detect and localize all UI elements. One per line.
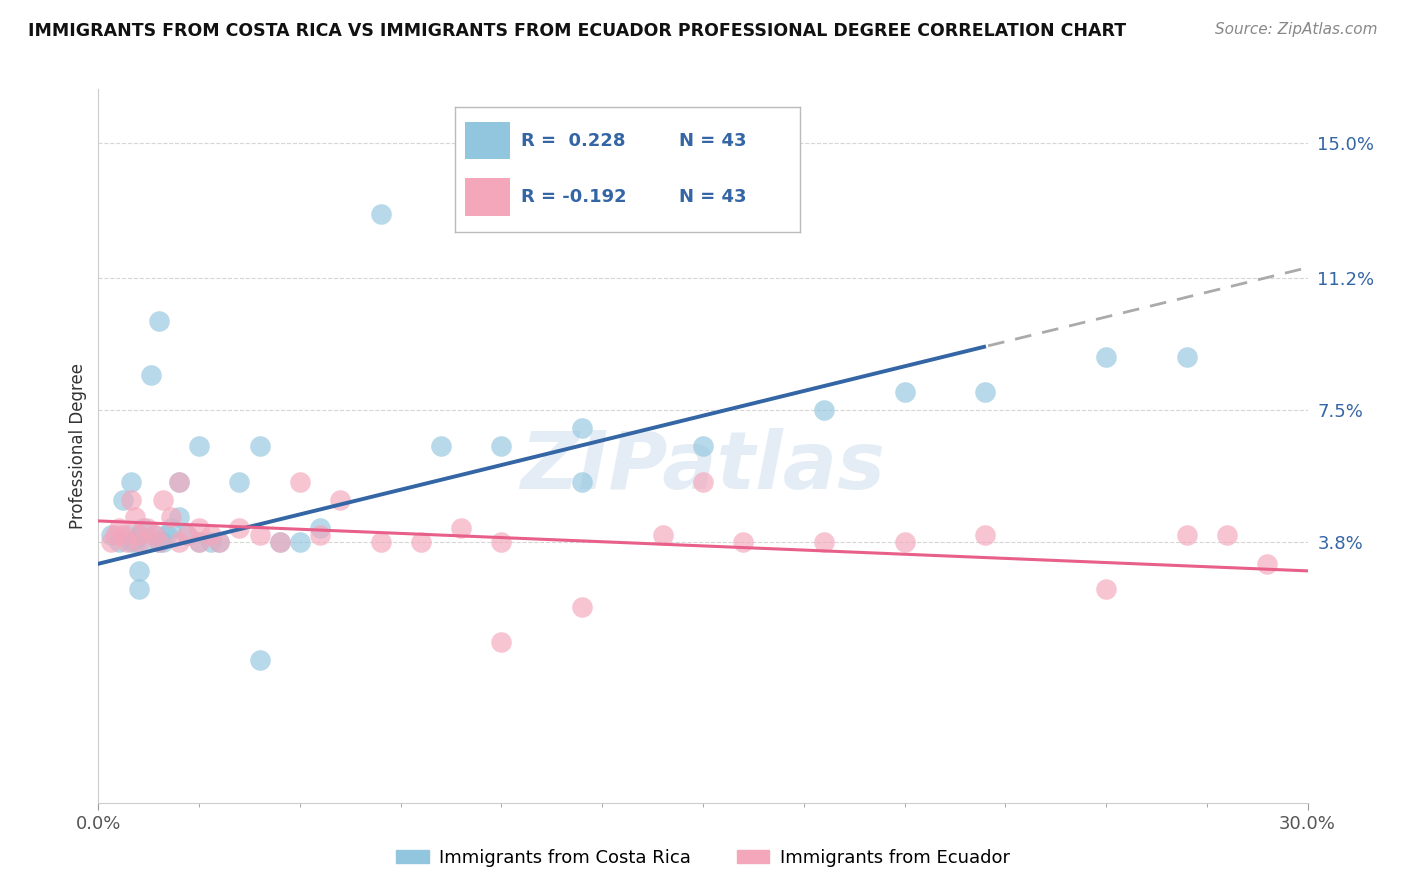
Point — [208, 535, 231, 549]
Point — [813, 535, 835, 549]
Point — [167, 510, 190, 524]
Point — [124, 510, 146, 524]
Point — [128, 528, 150, 542]
Point — [188, 535, 211, 549]
Point — [107, 521, 129, 535]
Point — [148, 535, 170, 549]
Point — [132, 521, 155, 535]
Point — [167, 475, 190, 489]
Point — [167, 535, 190, 549]
Point — [571, 475, 593, 489]
Point — [176, 528, 198, 542]
Point — [309, 521, 332, 535]
Point — [450, 521, 472, 535]
Point — [139, 368, 162, 382]
Y-axis label: Professional Degree: Professional Degree — [69, 363, 87, 529]
Point — [143, 528, 166, 542]
Point — [128, 528, 150, 542]
Point — [370, 535, 392, 549]
Point — [115, 535, 138, 549]
Point — [188, 521, 211, 535]
Point — [200, 535, 222, 549]
Point — [329, 492, 352, 507]
Point — [430, 439, 453, 453]
Point — [120, 535, 142, 549]
Point — [160, 521, 183, 535]
Point — [309, 528, 332, 542]
Point — [1256, 557, 1278, 571]
Point — [135, 535, 157, 549]
Point — [100, 535, 122, 549]
Point — [111, 492, 134, 507]
Point — [167, 475, 190, 489]
Point — [188, 439, 211, 453]
Legend: Immigrants from Costa Rica, Immigrants from Ecuador: Immigrants from Costa Rica, Immigrants f… — [389, 842, 1017, 874]
Point — [148, 535, 170, 549]
Point — [692, 439, 714, 453]
Point — [160, 510, 183, 524]
Point — [813, 403, 835, 417]
Point — [200, 528, 222, 542]
Point — [188, 535, 211, 549]
Point — [208, 535, 231, 549]
Point — [1216, 528, 1239, 542]
Point — [651, 528, 673, 542]
Point — [893, 535, 915, 549]
Point — [571, 599, 593, 614]
Text: Source: ZipAtlas.com: Source: ZipAtlas.com — [1215, 22, 1378, 37]
Point — [893, 385, 915, 400]
Point — [107, 535, 129, 549]
Point — [124, 535, 146, 549]
Point — [176, 528, 198, 542]
Text: ZIPatlas: ZIPatlas — [520, 428, 886, 507]
Point — [111, 528, 134, 542]
Point — [128, 564, 150, 578]
Point — [152, 492, 174, 507]
Point — [288, 535, 311, 549]
Point — [115, 528, 138, 542]
Point — [269, 535, 291, 549]
Point — [120, 492, 142, 507]
Point — [143, 528, 166, 542]
Point — [156, 528, 179, 542]
Point — [100, 528, 122, 542]
Point — [1175, 528, 1198, 542]
Point — [571, 421, 593, 435]
Point — [269, 535, 291, 549]
Point — [128, 582, 150, 596]
Point — [228, 521, 250, 535]
Point — [491, 535, 513, 549]
Point — [152, 535, 174, 549]
Point — [409, 535, 432, 549]
Point — [228, 475, 250, 489]
Point — [733, 535, 755, 549]
Point — [974, 528, 997, 542]
Point — [288, 475, 311, 489]
Point — [491, 439, 513, 453]
Point — [1175, 350, 1198, 364]
Text: IMMIGRANTS FROM COSTA RICA VS IMMIGRANTS FROM ECUADOR PROFESSIONAL DEGREE CORREL: IMMIGRANTS FROM COSTA RICA VS IMMIGRANTS… — [28, 22, 1126, 40]
Point — [370, 207, 392, 221]
Point — [1095, 582, 1118, 596]
Point — [135, 521, 157, 535]
Point — [692, 475, 714, 489]
Point — [120, 475, 142, 489]
Point — [103, 528, 125, 542]
Point — [1095, 350, 1118, 364]
Point — [974, 385, 997, 400]
Point — [249, 439, 271, 453]
Point — [148, 314, 170, 328]
Point — [128, 535, 150, 549]
Point — [249, 528, 271, 542]
Point — [491, 635, 513, 649]
Point — [249, 653, 271, 667]
